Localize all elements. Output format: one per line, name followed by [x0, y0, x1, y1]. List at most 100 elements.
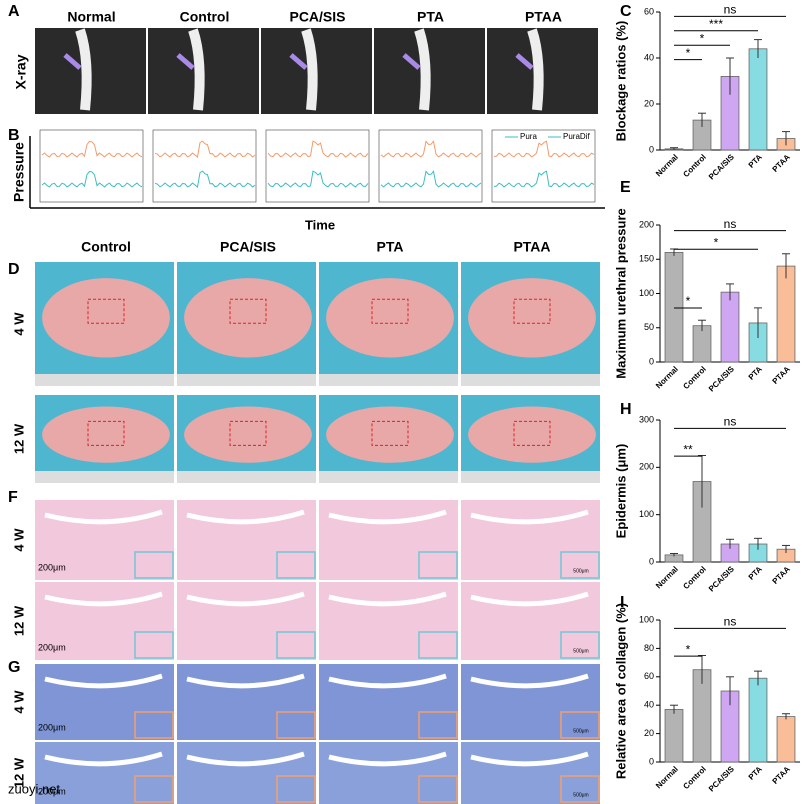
- bar: [664, 251, 684, 363]
- group-label: Normal: [67, 9, 115, 25]
- roi-box: [371, 298, 409, 324]
- significance: *: [686, 294, 691, 308]
- lumen: [470, 509, 589, 525]
- trace-puradif: [493, 170, 595, 188]
- arrow: [515, 53, 534, 70]
- y-tick-label: 100: [639, 288, 654, 298]
- inset: [134, 551, 174, 579]
- x-tick-label: Normal: [654, 765, 680, 791]
- inset: [418, 711, 458, 739]
- inset: [560, 631, 600, 659]
- ruler: [35, 471, 174, 483]
- significance: ***: [709, 17, 723, 31]
- bar: [776, 265, 796, 363]
- scale-bar: 200μm: [38, 722, 66, 732]
- y-tick-label: 300: [639, 414, 654, 424]
- trace-panel: [378, 129, 483, 203]
- roi-box: [87, 298, 125, 324]
- tissue: [42, 406, 170, 463]
- tissue: [184, 406, 312, 463]
- inset: [276, 711, 316, 739]
- lumen: [44, 509, 163, 525]
- panel-label: I: [620, 594, 624, 611]
- row-label: 4 W: [11, 690, 26, 714]
- significance: *: [686, 642, 691, 656]
- trace-puradif: [267, 170, 369, 188]
- lumen: [470, 673, 589, 689]
- x-tick-label: Normal: [654, 365, 680, 391]
- x-tick-label: Normal: [654, 565, 680, 591]
- lumen: [186, 591, 305, 607]
- group-label: PTAA: [525, 9, 562, 25]
- lumen: [186, 751, 305, 767]
- y-tick-label: 40: [644, 700, 654, 710]
- y-tick-label: 50: [644, 322, 654, 332]
- inset: [418, 631, 458, 659]
- legend-text: PuraDif: [563, 132, 590, 141]
- tissue: [326, 278, 454, 358]
- trace-puradif: [154, 170, 256, 188]
- watermark: zuoyi.net: [8, 781, 60, 796]
- inset: [560, 711, 600, 739]
- inset: [560, 551, 600, 579]
- y-tick-label: 0: [649, 556, 654, 566]
- xray-urethra: [301, 28, 318, 111]
- inset-scale: 500μm: [573, 648, 588, 654]
- x-tick-label: Control: [681, 365, 707, 391]
- x-tick-label: PTAA: [771, 364, 793, 386]
- y-tick-label: 200: [639, 462, 654, 472]
- lumen: [44, 751, 163, 767]
- panel-label: F: [8, 489, 18, 506]
- lumen: [186, 509, 305, 525]
- significance: ns: [724, 217, 737, 231]
- arrow: [63, 53, 82, 70]
- tissue: [326, 406, 454, 463]
- xray-urethra: [414, 28, 431, 111]
- y-axis-label: Blockage ratios (%): [613, 21, 628, 142]
- y-tick-label: 40: [644, 52, 654, 62]
- panel-label: H: [620, 401, 632, 418]
- y-tick-label: 100: [639, 509, 654, 519]
- inset: [276, 551, 316, 579]
- inset: [276, 631, 316, 659]
- inset: [134, 711, 174, 739]
- x-tick-label: PTAA: [771, 564, 793, 586]
- x-tick-label: PTA: [747, 364, 764, 381]
- lumen: [328, 751, 447, 767]
- trace-puradif: [41, 170, 143, 188]
- significance: *: [714, 235, 719, 249]
- y-tick-label: 20: [644, 728, 654, 738]
- y-tick-label: 150: [639, 254, 654, 264]
- tissue: [42, 278, 170, 358]
- panel-label: G: [8, 659, 20, 676]
- row-label: 12 W: [11, 423, 26, 454]
- ruler: [319, 471, 458, 483]
- x-tick-label: PTA: [747, 764, 764, 781]
- trace-pura: [41, 140, 143, 158]
- y-tick-label: 80: [644, 643, 654, 653]
- bar: [720, 291, 740, 363]
- x-tick-label: Control: [681, 765, 707, 791]
- xray-urethra: [188, 28, 205, 111]
- lumen: [44, 591, 163, 607]
- ruler: [177, 374, 316, 386]
- x-tick-label: PTA: [747, 564, 764, 581]
- bar: [776, 716, 796, 763]
- x-tick-label: PCA/SIS: [707, 564, 736, 593]
- group-label: Control: [180, 9, 230, 25]
- lumen: [470, 751, 589, 767]
- y-tick-label: 20: [644, 98, 654, 108]
- lumen: [328, 591, 447, 607]
- row-label: X-ray: [13, 54, 29, 89]
- trace-pura: [380, 140, 482, 158]
- trace-pura: [493, 140, 595, 158]
- x-tick-label: PTAA: [771, 152, 793, 174]
- panel-label: B: [8, 127, 20, 144]
- trace-puradif: [380, 170, 482, 188]
- y-tick-label: 100: [639, 614, 654, 624]
- inset: [134, 631, 174, 659]
- lumen: [328, 673, 447, 689]
- arrow: [402, 53, 421, 70]
- inset: [418, 551, 458, 579]
- panel-label: A: [8, 3, 20, 20]
